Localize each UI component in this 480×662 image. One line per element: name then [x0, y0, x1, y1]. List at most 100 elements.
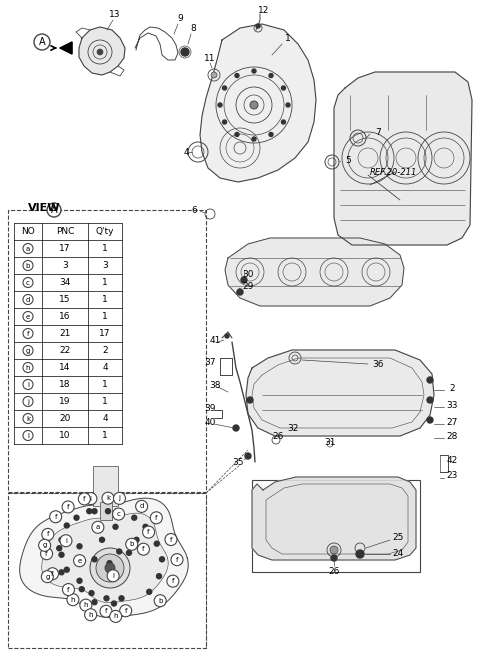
Circle shape [252, 137, 256, 141]
Circle shape [78, 493, 90, 505]
Text: 6: 6 [191, 205, 197, 214]
Circle shape [115, 508, 120, 514]
Circle shape [252, 69, 256, 73]
Text: g: g [26, 348, 30, 354]
Circle shape [235, 132, 239, 136]
Circle shape [67, 594, 79, 606]
Circle shape [105, 563, 115, 573]
Circle shape [256, 24, 260, 28]
Text: f: f [170, 536, 172, 543]
Text: j: j [119, 495, 120, 501]
Circle shape [47, 568, 59, 580]
Circle shape [427, 417, 433, 423]
Circle shape [156, 574, 161, 579]
Circle shape [143, 524, 148, 530]
Text: f: f [47, 532, 49, 538]
Text: f: f [147, 529, 150, 535]
Polygon shape [60, 42, 72, 54]
Circle shape [106, 508, 110, 514]
Text: f: f [51, 571, 54, 577]
Text: 14: 14 [60, 363, 71, 372]
Text: i: i [27, 381, 29, 387]
Text: h: h [84, 602, 88, 608]
Polygon shape [225, 238, 404, 306]
Text: 31: 31 [324, 438, 336, 446]
Polygon shape [79, 27, 125, 75]
Circle shape [218, 103, 222, 107]
Text: f: f [27, 330, 29, 336]
Circle shape [47, 203, 61, 217]
FancyBboxPatch shape [93, 466, 118, 506]
Text: 36: 36 [372, 359, 384, 369]
Circle shape [64, 523, 69, 528]
Text: 15: 15 [59, 295, 71, 304]
Text: h: h [26, 365, 30, 371]
Circle shape [23, 430, 33, 440]
Text: 4: 4 [102, 363, 108, 372]
Text: 32: 32 [288, 424, 299, 432]
Text: 22: 22 [60, 346, 71, 355]
Circle shape [84, 609, 96, 621]
Circle shape [74, 515, 79, 520]
Text: 42: 42 [446, 455, 457, 465]
Text: 1: 1 [102, 278, 108, 287]
Text: f: f [105, 608, 107, 614]
Text: 17: 17 [59, 244, 71, 253]
Circle shape [137, 544, 149, 555]
Circle shape [23, 363, 33, 373]
Circle shape [102, 493, 114, 504]
Circle shape [331, 555, 337, 561]
Circle shape [134, 538, 139, 542]
Text: 4: 4 [102, 414, 108, 423]
Circle shape [73, 555, 85, 567]
Polygon shape [42, 513, 168, 602]
Polygon shape [20, 498, 188, 618]
Circle shape [99, 538, 105, 542]
Text: 4: 4 [183, 148, 189, 156]
Text: 41: 41 [209, 336, 221, 344]
Circle shape [165, 534, 177, 545]
Circle shape [233, 425, 239, 431]
Circle shape [97, 49, 103, 55]
Text: h: h [88, 612, 93, 618]
Circle shape [159, 557, 165, 562]
Text: l: l [112, 573, 114, 579]
Circle shape [171, 553, 183, 565]
Circle shape [237, 289, 243, 295]
Circle shape [167, 575, 179, 587]
Text: f: f [142, 546, 144, 552]
Text: f: f [83, 496, 85, 502]
Text: f: f [67, 587, 70, 592]
Text: 19: 19 [59, 397, 71, 406]
Text: 18: 18 [59, 380, 71, 389]
Text: d: d [26, 297, 30, 303]
Text: 11: 11 [204, 54, 216, 62]
Circle shape [269, 132, 273, 136]
Circle shape [107, 561, 112, 566]
Circle shape [104, 596, 109, 601]
Circle shape [57, 545, 62, 551]
Circle shape [42, 528, 54, 540]
Text: 17: 17 [99, 329, 111, 338]
Circle shape [41, 571, 53, 583]
Polygon shape [334, 72, 472, 245]
Text: c: c [117, 511, 120, 517]
Circle shape [23, 346, 33, 355]
Text: k: k [106, 495, 110, 501]
Text: b: b [130, 542, 134, 547]
Text: f: f [155, 515, 157, 521]
Text: 1: 1 [102, 295, 108, 304]
Text: 26: 26 [272, 432, 284, 440]
Text: 10: 10 [59, 431, 71, 440]
Text: NO: NO [21, 227, 35, 236]
Text: c: c [26, 279, 30, 285]
Text: A: A [51, 205, 57, 215]
Circle shape [34, 34, 50, 50]
Circle shape [113, 524, 118, 530]
Text: 5: 5 [345, 156, 351, 164]
Circle shape [281, 120, 286, 124]
Circle shape [136, 500, 148, 512]
Circle shape [147, 589, 152, 594]
Text: i: i [90, 496, 92, 502]
Circle shape [181, 48, 189, 56]
